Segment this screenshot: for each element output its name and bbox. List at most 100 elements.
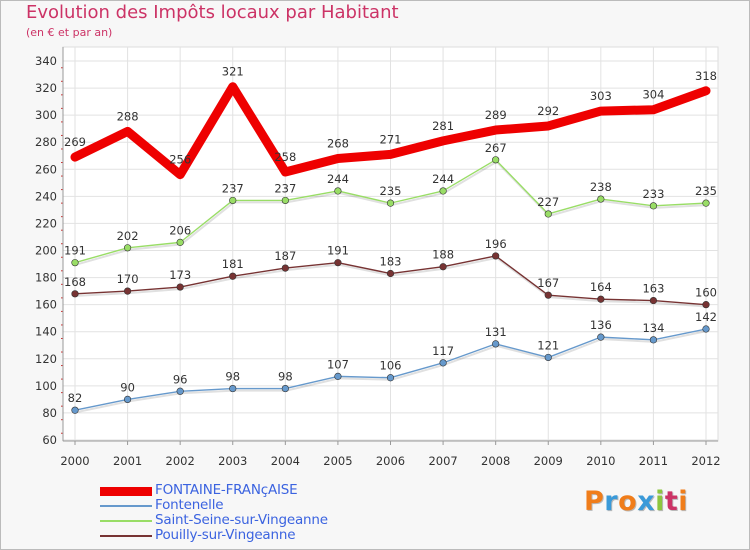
data-point	[386, 374, 395, 382]
data-label: 292	[537, 104, 559, 118]
data-label: 163	[642, 282, 664, 296]
x-tick-label: 2007	[428, 454, 457, 468]
data-point	[281, 264, 289, 272]
data-label: 173	[169, 268, 191, 282]
data-point	[123, 287, 132, 295]
legend-label: FONTAINE-FRANçAISE	[155, 482, 298, 498]
data-label: 271	[380, 132, 402, 146]
data-label: 202	[117, 229, 139, 243]
data-point	[281, 196, 289, 205]
y-tick-label: 100	[35, 379, 57, 393]
data-label: 136	[590, 318, 612, 332]
data-point	[176, 238, 184, 246]
y-tick-label: 320	[35, 81, 57, 95]
data-label: 181	[222, 257, 244, 271]
data-point	[334, 259, 342, 267]
data-label: 107	[327, 357, 349, 371]
data-label: 142	[695, 310, 717, 324]
legend-swatch	[100, 505, 152, 507]
data-point	[649, 202, 658, 210]
x-tick-label: 2012	[691, 454, 720, 468]
data-label: 134	[642, 321, 664, 335]
data-point	[439, 359, 447, 367]
chart-subtitle: (en € et par an)	[26, 26, 113, 39]
y-tick-label: 280	[35, 135, 57, 149]
data-label: 98	[278, 370, 293, 384]
x-tick-label: 2009	[534, 454, 563, 468]
legend-swatch	[100, 535, 152, 537]
data-label: 188	[432, 248, 454, 262]
data-label: 235	[380, 184, 402, 198]
data-label: 187	[274, 249, 296, 263]
data-label: 318	[695, 69, 717, 83]
data-point	[386, 199, 395, 207]
data-label: 227	[537, 195, 559, 209]
x-tick-label: 2008	[481, 454, 510, 468]
data-label: 258	[274, 150, 296, 164]
data-point	[123, 395, 132, 403]
data-label: 164	[590, 280, 612, 294]
data-point	[649, 336, 658, 344]
data-point	[597, 195, 605, 203]
data-label: 267	[485, 141, 507, 155]
data-label: 269	[64, 135, 86, 149]
y-tick-label: 240	[35, 189, 57, 203]
data-label: 160	[695, 286, 717, 300]
y-tick-label: 80	[42, 406, 57, 420]
x-tick-label: 2002	[166, 454, 195, 468]
y-tick-label: 160	[35, 298, 57, 312]
y-tick-label: 300	[35, 108, 57, 122]
data-point	[702, 301, 710, 309]
y-tick-label: 180	[35, 271, 57, 285]
data-label: 238	[590, 180, 612, 194]
data-point	[386, 269, 395, 278]
data-label: 196	[485, 237, 507, 251]
data-label: 289	[485, 108, 507, 122]
data-label: 237	[222, 181, 244, 195]
y-tick-label: 340	[35, 54, 57, 68]
data-label: 90	[120, 380, 135, 394]
data-point	[597, 333, 605, 341]
data-label: 303	[590, 89, 612, 103]
data-label: 304	[642, 88, 664, 102]
data-point	[702, 199, 710, 207]
data-label: 256	[169, 153, 191, 167]
data-label: 121	[537, 338, 559, 352]
data-label: 281	[432, 119, 454, 133]
data-point	[281, 384, 289, 393]
data-point	[71, 259, 79, 267]
data-point	[229, 272, 237, 280]
data-label: 170	[117, 272, 139, 286]
data-point	[71, 406, 79, 414]
x-tick-label: 2001	[113, 454, 142, 468]
data-label: 206	[169, 223, 191, 237]
chart-title: Evolution des Impôts locaux par Habitant	[26, 2, 399, 23]
x-tick-label: 2011	[639, 454, 668, 468]
x-tick-label: 2005	[323, 454, 352, 468]
data-point	[123, 244, 132, 252]
x-tick-label: 2006	[376, 454, 405, 468]
y-tick-label: 260	[35, 162, 57, 176]
legend-swatch	[100, 520, 152, 522]
data-label: 106	[380, 359, 402, 373]
data-label: 98	[225, 370, 240, 384]
x-tick-label: 2004	[271, 454, 300, 468]
data-label: 191	[64, 244, 86, 258]
legend-label: Pouilly-sur-Vingeanne	[155, 527, 296, 543]
data-label: 321	[222, 65, 244, 79]
data-point	[544, 291, 552, 299]
data-label: 233	[642, 187, 664, 201]
data-label: 191	[327, 244, 349, 258]
data-point	[492, 252, 500, 260]
data-label: 183	[380, 255, 402, 269]
data-point	[71, 290, 79, 298]
y-tick-label: 120	[35, 352, 57, 366]
data-point	[176, 387, 184, 395]
data-point	[597, 295, 605, 303]
data-point	[334, 187, 342, 195]
data-point	[439, 187, 447, 195]
data-point	[229, 196, 237, 205]
data-point	[439, 263, 447, 271]
data-point	[492, 340, 500, 348]
